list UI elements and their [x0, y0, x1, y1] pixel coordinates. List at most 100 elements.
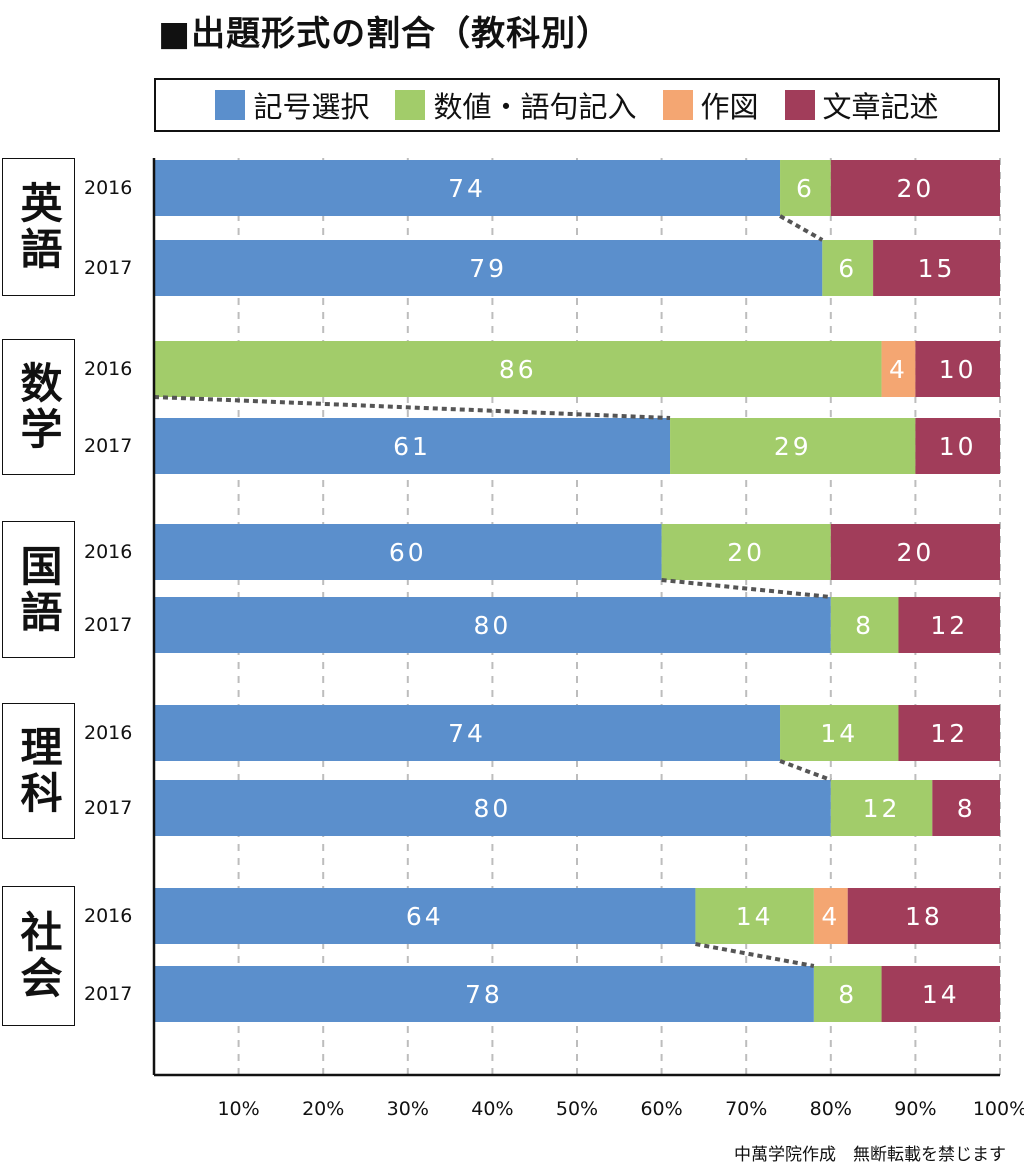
bar-segment: [154, 966, 814, 1022]
bar-segment: [154, 160, 781, 216]
data-label: 15: [918, 254, 956, 283]
data-label: 80: [473, 794, 511, 823]
data-label: 10: [939, 432, 977, 461]
bar-segment: [780, 705, 899, 761]
connector-line: [153, 395, 671, 420]
year-label: 2016: [84, 358, 133, 380]
legend-label: 作図: [700, 90, 759, 124]
legend-item: 数値・語句記入: [395, 84, 637, 126]
bar-segment: [873, 240, 1000, 296]
bar-segment: [932, 780, 1000, 836]
bar-segment: [154, 240, 823, 296]
subject-name: 社会: [14, 910, 63, 1002]
bar-segment: [695, 888, 814, 944]
data-label: 20: [896, 174, 934, 203]
x-tick-label: 90%: [894, 1098, 936, 1120]
bar-segment: [154, 780, 831, 836]
subject-name: 数学: [14, 361, 63, 453]
data-label: 12: [863, 794, 901, 823]
bar-segment: [830, 160, 1000, 216]
page-title: ■出題形式の割合（教科別）: [158, 14, 612, 54]
year-label: 2017: [84, 257, 133, 279]
bar-segment: [813, 966, 882, 1022]
subject-name: 理科: [14, 725, 63, 817]
data-label: 74: [448, 174, 486, 203]
legend-item: 記号選択: [215, 84, 369, 126]
bar-segment: [830, 597, 899, 653]
data-label: 79: [469, 254, 507, 283]
subject-label-japanese: 国語: [2, 521, 75, 658]
chart-legend: 記号選択 数値・語句記入 作図 文章記述: [154, 78, 1000, 132]
x-tick-label: 70%: [725, 1098, 767, 1120]
bar-segment: [881, 341, 916, 397]
footer-credit: 中萬学院作成 無断転載を禁じます: [734, 1145, 1006, 1165]
legend-item: 作図: [662, 84, 759, 126]
legend-item: 文章記述: [784, 84, 939, 126]
subject-label-social: 社会: [2, 886, 75, 1026]
x-tick-label: 30%: [387, 1098, 429, 1120]
data-label: 64: [406, 902, 444, 931]
data-label: 80: [473, 611, 511, 640]
subject-name: 英語: [14, 181, 63, 273]
bar-segment: [670, 418, 916, 474]
bar-segment: [847, 888, 1000, 944]
connector-line: [779, 759, 832, 782]
connector-line: [779, 214, 824, 242]
legend-swatch: [215, 90, 246, 120]
year-label: 2016: [84, 905, 133, 927]
data-label: 12: [930, 611, 968, 640]
data-label: 8: [957, 794, 976, 823]
year-label: 2016: [84, 541, 133, 563]
connector-line: [661, 578, 831, 599]
data-label: 14: [820, 719, 858, 748]
bar-segment: [154, 705, 781, 761]
data-label: 10: [939, 355, 977, 384]
data-label: 60: [389, 538, 427, 567]
bar-segment: [813, 888, 848, 944]
bar-segment: [154, 341, 882, 397]
bar-segment: [154, 524, 662, 580]
bar-segment: [915, 341, 1000, 397]
data-label: 8: [855, 611, 874, 640]
data-label: 6: [796, 174, 815, 203]
bar-segment: [898, 705, 1000, 761]
legend-label: 記号選択: [253, 90, 370, 124]
legend-swatch: [784, 90, 815, 120]
data-label: 20: [896, 538, 934, 567]
year-label: 2017: [84, 435, 133, 457]
legend-label: 数値・語句記入: [433, 90, 637, 124]
bar-segment: [154, 418, 671, 474]
year-label: 2017: [84, 983, 133, 1005]
data-label: 78: [465, 980, 503, 1009]
bar-segment: [822, 240, 874, 296]
data-label: 18: [905, 902, 943, 931]
data-label: 29: [774, 432, 812, 461]
data-label: 20: [727, 538, 765, 567]
x-tick-label: 50%: [556, 1098, 598, 1120]
x-tick-label: 80%: [810, 1098, 852, 1120]
year-label: 2016: [84, 722, 133, 744]
bar-segment: [830, 780, 933, 836]
x-tick-label: 20%: [302, 1098, 344, 1120]
bar-segment: [661, 524, 831, 580]
subject-label-math: 数学: [2, 339, 75, 475]
bar-segment: [830, 524, 1000, 580]
bar-segment: [915, 418, 1000, 474]
data-label: 8: [838, 980, 857, 1009]
connector-line: [695, 942, 815, 968]
legend-label: 文章記述: [822, 90, 939, 124]
x-tick-label: 60%: [640, 1098, 682, 1120]
bar-segment: [881, 966, 1000, 1022]
legend-swatch: [395, 90, 426, 120]
year-label: 2016: [84, 177, 133, 199]
data-label: 4: [889, 355, 908, 384]
data-label: 61: [393, 432, 431, 461]
data-label: 74: [448, 719, 486, 748]
bar-segment: [780, 160, 831, 216]
data-label: 14: [922, 980, 960, 1009]
bar-segment: [898, 597, 1000, 653]
subject-name: 国語: [14, 543, 63, 636]
data-label: 4: [821, 902, 840, 931]
bar-segment: [154, 888, 696, 944]
